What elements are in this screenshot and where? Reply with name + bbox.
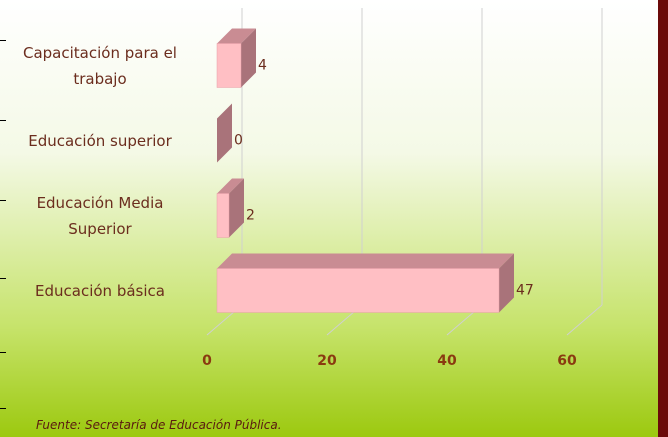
edge-tick [0,278,6,279]
edge-tick [0,120,6,121]
x-tick-label: 40 [437,353,457,369]
y-tick-label: Educación superior [28,131,172,150]
x-tick-label: 0 [202,353,212,369]
bar [216,43,242,88]
bar-top [217,28,256,44]
edge-tick [0,200,6,201]
bar-top [217,253,514,269]
edge-tick [0,352,6,353]
value-label: 47 [516,283,534,299]
x-tick-label: 60 [557,353,577,369]
value-label: 4 [258,58,267,74]
source-note: Fuente: Secretaría de Educación Pública. [36,418,282,432]
x-tick-label: 20 [317,353,337,369]
edge-tick [0,40,6,41]
y-tick-label: Capacitación para el trabajo [23,43,177,88]
bar-side [217,103,232,163]
bar [216,268,500,313]
bar-side [229,178,244,238]
value-label: 2 [246,208,255,224]
bar-side [241,28,256,88]
bar-top [217,178,244,194]
border-strip [658,0,668,437]
edge-tick [0,408,6,409]
bar [216,193,230,238]
value-label: 0 [234,133,243,149]
bar-side [499,253,514,313]
y-tick-label: Educación básica [35,281,165,300]
floor-line [566,304,603,336]
y-tick-label: Educación Media Superior [36,193,164,238]
